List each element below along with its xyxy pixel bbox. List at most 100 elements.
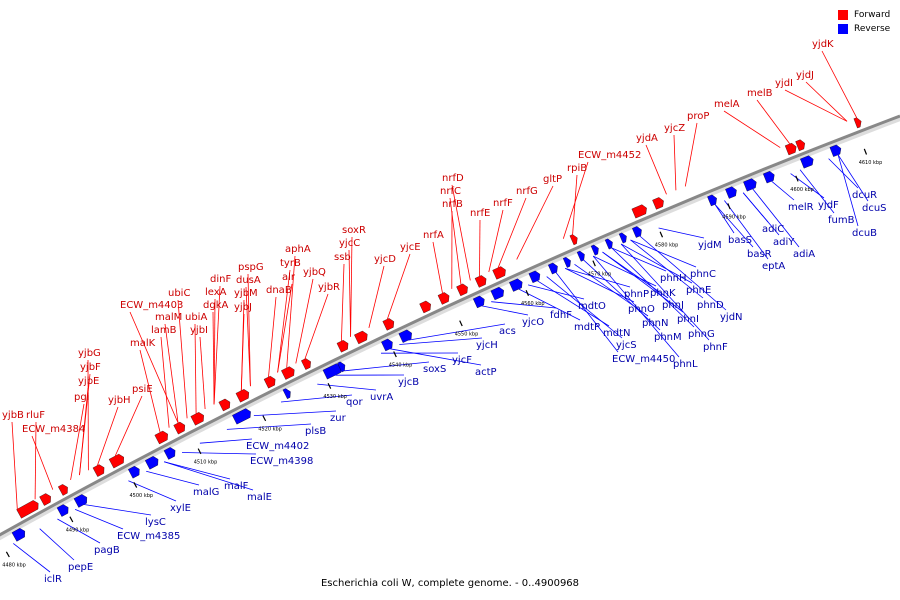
forward-gene-block [631,204,647,219]
forward-gene-label: yjbR [318,282,340,293]
reverse-leader-line [280,394,353,403]
reverse-gene-block [509,278,523,292]
forward-leader-line [160,336,170,428]
reverse-gene-label: phnH [660,273,687,284]
forward-leader-line [129,311,179,424]
reverse-gene-label: yjcH [476,340,498,351]
tick-mark [327,382,332,389]
reverse-leader-line [724,200,769,260]
reverse-leader-line [39,528,75,561]
reverse-leader-line [837,154,869,202]
forward-leader-line [177,299,188,419]
reverse-leader-line [546,276,623,339]
forward-gene-label: nrfF [493,198,513,209]
reverse-gene-label: yjdN [720,312,743,323]
tick-label: 4490 kbp [66,527,90,533]
reverse-leader-line [620,243,693,284]
reverse-gene-label: basS [728,235,752,246]
reverse-leader-line [620,243,710,341]
reverse-leader-line [518,288,581,321]
reverse-leader-line [481,305,529,316]
forward-leader-line [114,395,143,457]
forward-gene-block [218,398,231,412]
reverse-gene-block [762,171,775,184]
forward-gene-label: yjbG [78,348,101,359]
reverse-gene-block [632,226,642,238]
forward-gene-label: dnaB [266,285,292,296]
reverse-gene-label: adiA [793,249,815,260]
forward-gene-block [16,500,39,519]
reverse-gene-block [725,186,737,199]
reverse-gene-label: yjdF [818,200,839,211]
forward-gene-block [437,292,450,305]
forward-gene-label: ECW_m4452 [578,150,641,161]
tick-mark [197,448,202,455]
forward-gene-label: ubiA [185,312,207,323]
forward-gene-block [569,234,578,246]
reverse-gene-block [232,408,251,425]
forward-gene-block [92,464,105,477]
reverse-leader-line [658,227,705,239]
forward-gene-block [784,142,797,156]
forward-gene-block [382,318,395,331]
forward-gene-block [39,493,51,506]
reverse-gene-block [472,295,485,309]
forward-gene-label: yjbJ [234,302,252,313]
forward-gene-label: nrfG [516,186,538,197]
forward-leader-line [756,99,791,145]
reverse-gene-label: mdtN [603,328,631,339]
forward-gene-label: nrfC [440,186,461,197]
forward-leader-line [562,161,589,239]
forward-leader-line [97,406,119,466]
forward-gene-block [173,421,185,435]
forward-leader-line [821,50,857,118]
reverse-gene-label: phnJ [662,300,684,311]
reverse-leader-line [13,543,51,573]
reverse-gene-label: dcuB [852,228,877,239]
tick-label: 4520 kbp [258,426,282,432]
reverse-gene-block [548,262,558,275]
tick-mark [5,551,10,558]
reverse-gene-label: adiC [762,224,784,235]
forward-leader-line [673,134,677,191]
reverse-gene-label: yjcO [522,317,544,328]
genome-caption: Escherichia coli W, complete genome. - 0… [320,578,580,589]
forward-gene-label: dgkA [203,300,228,311]
forward-gene-label: malM [155,312,182,323]
forward-leader-line [341,263,345,342]
genome-backbone-shadow [0,115,900,541]
reverse-gene-block [576,250,585,262]
reverse-gene-label: ECW_m4398 [250,456,313,467]
forward-leader-line [277,283,293,373]
forward-leader-line [805,81,848,122]
tick-label: 4600 kbp [790,187,814,193]
forward-leader-line [386,253,411,320]
reverse-gene-block [128,465,140,479]
forward-gene-block [419,300,431,314]
reverse-leader-line [344,361,430,372]
reverse-gene-label: phnK [650,288,676,299]
reverse-gene-label: basR [747,249,772,260]
genes-layer [11,117,862,542]
forward-gene-block [336,340,349,353]
legend-reverse: Reverse [838,22,890,36]
reverse-gene-block [56,504,69,517]
reverse-leader-line [742,192,780,236]
reverse-gene-label: ECW_m4385 [117,531,180,542]
reverse-gene-label: phnM [654,332,682,343]
reverse-leader-line [611,247,667,272]
reverse-gene-label: acs [499,326,516,337]
forward-gene-label: dinF [210,274,231,285]
reverse-gene-label: uvrA [370,392,393,403]
forward-leader-line [295,278,314,364]
reverse-gene-block [743,178,757,192]
reverse-leader-line [752,188,800,248]
tick-label: 4560 kbp [521,301,545,307]
reverse-gene-block [337,361,346,373]
reverse-leader-line [639,235,727,311]
reverse-gene-label: soxS [423,364,446,375]
reverse-leader-line [128,480,177,502]
reverse-gene-label: yjcF [452,355,472,366]
forward-gene-label: yjdI [775,78,793,89]
